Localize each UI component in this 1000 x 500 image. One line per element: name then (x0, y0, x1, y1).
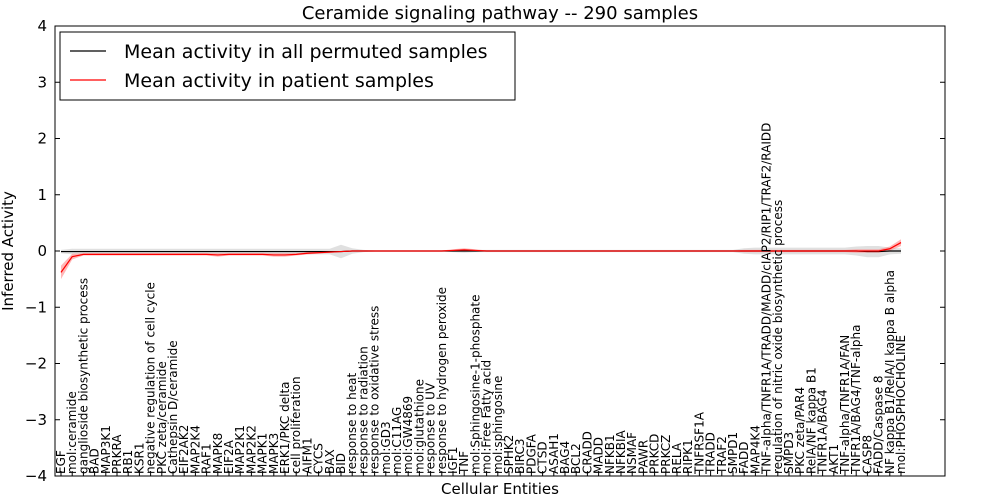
x-tick-label: BCL2 (569, 443, 583, 474)
y-tick-label: −3 (25, 411, 47, 429)
y-tick-label: −1 (25, 298, 47, 316)
x-tick-label: MAP4K4 (748, 425, 762, 474)
y-tick-label: 1 (37, 186, 47, 204)
x-tick-label: PRKCZ (659, 435, 673, 474)
plot-frame (54, 25, 946, 477)
x-tick-label: EGF (54, 450, 68, 474)
x-tick-label: mol:GD3 (379, 421, 393, 474)
x-tick-label: TNF-alpha/TNFR1A/FAN (838, 335, 852, 475)
x-axis-label: Cellular Entities (441, 480, 559, 498)
series-lines (60, 242, 902, 273)
y-tick-label: 2 (37, 130, 47, 148)
x-tick-label: TNFR1A/BAG4 (816, 389, 830, 475)
x-tick-label: NFKB1 (603, 434, 617, 474)
x-tick-label: TNF (457, 451, 471, 475)
x-tick-label: RelA/NF kappa B1 (804, 367, 818, 474)
x-tick-label: FADD/Caspase 8 (872, 375, 886, 474)
x-tick-label: RB1 (121, 450, 135, 474)
x-tick-label: MAPK1 (256, 433, 270, 474)
x-tick-label: NFKBIA (614, 429, 628, 474)
x-tick-label: MAP2K4 (188, 425, 202, 474)
legend-label-permuted: Mean activity in all permuted samples (124, 41, 487, 63)
x-tick-label: regulation of nitric oxide biosynthetic … (771, 200, 785, 474)
x-tick-label: MADD (592, 437, 606, 474)
x-tick-label: AKT1 (827, 444, 841, 474)
x-tick-label: TRADD (704, 432, 718, 475)
x-tick-label: EIF2A (222, 439, 236, 474)
x-tick-label: RAF1 (200, 443, 214, 474)
x-tick-label: NSMAF (625, 432, 639, 474)
x-tick-label: TNF-alpha/TNFR1A/TRADD/MADD/cIAP2/RIP1/T… (760, 123, 774, 475)
x-tick-label: response to radiation (356, 346, 370, 474)
x-tick-label: CRADD (580, 431, 594, 474)
x-tick-label: ASAH1 (547, 433, 561, 474)
x-tick-label: SPHK2 (502, 435, 516, 474)
x-tick-label: PKC zeta/ceramide (155, 361, 169, 474)
legend-label-patient: Mean activity in patient samples (124, 70, 434, 92)
x-tick-label: mol:glutathione (412, 379, 426, 474)
x-tick-label: IGF1 (446, 447, 460, 474)
x-tick-label: TRAF2 (715, 436, 729, 475)
legend-box (59, 31, 516, 101)
x-tick-label: response to oxidative stress (368, 306, 382, 474)
x-tick-label: mol:Free Fatty acid (480, 360, 494, 474)
x-tick-label: response to UV (424, 382, 438, 474)
x-tick-label: mol:C11AG (390, 407, 404, 474)
x-tick-label: response to heat (345, 372, 359, 474)
x-tick-label: mol:PHOSPHOCHOLINE (894, 335, 908, 474)
x-tick-label: ganglioside biosynthetic process (76, 278, 90, 474)
x-tick-label: MAP2K1 (233, 425, 247, 474)
x-tick-label: PDGFA (524, 433, 538, 474)
x-tick-label: TNFR1A/BAG4/TNF-alpha (849, 325, 863, 475)
x-tick-label: negative regulation of cell cycle (144, 282, 158, 474)
x-tick-label: PRKRA (110, 434, 124, 474)
x-tick-label: RELA (670, 442, 684, 474)
x-tick-label: CASP8 (860, 435, 874, 474)
x-tick-label: BIRC3 (513, 438, 527, 474)
x-tick-label: mol:ceramide (65, 391, 79, 474)
x-tick-label: BAX (323, 449, 337, 474)
x-tick-label: CYCS (312, 443, 326, 474)
x-tick-label: RIPK1 (681, 439, 695, 474)
chart-title: Ceramide signaling pathway -- 290 sample… (302, 3, 698, 24)
x-tick-label: MAPK8 (211, 433, 225, 474)
x-tick-label: TNFRSF1A (692, 411, 706, 475)
x-tick-label: AIFM1 (300, 437, 314, 474)
x-tick-label: response to hydrogen peroxide (435, 287, 449, 474)
x-tick-label: mol:Sphingosine-1-phosphate (468, 295, 482, 475)
y-tick-label: 4 (37, 17, 47, 35)
x-tick-label: BAD (88, 448, 102, 474)
x-tick-label: cell proliferation (289, 376, 303, 474)
x-tick-label: MAP2K2 (244, 425, 258, 474)
x-tick-label: mol:GW4869 (401, 396, 415, 474)
series-line-patient (60, 242, 902, 273)
y-tick-label: 3 (37, 73, 47, 91)
x-tick-label: NF kappa B1/RelA/I kappa B alpha (883, 270, 897, 474)
y-tick-label: 0 (37, 242, 47, 260)
x-tick-label: KSR1 (132, 443, 146, 474)
y-tick-label: −4 (25, 467, 47, 485)
x-tick-label: SMPD1 (726, 432, 740, 474)
y-axis-label: Inferred Activity (0, 191, 17, 311)
x-tick-label: PAWR (636, 440, 650, 474)
x-tick-label: SMPD3 (782, 432, 796, 474)
x-tick-label: EIF2AK2 (177, 425, 191, 474)
x-tick-label: CTSD (536, 441, 550, 474)
x-tick-label: PKC zeta/PAR4 (793, 387, 807, 474)
x-tick-label: Cathepsin D/ceramide (166, 340, 180, 474)
y-axis-ticks: −4 −3 −2 −1 0 1 2 3 4 (25, 17, 945, 485)
y-tick-label: −2 (25, 355, 47, 373)
x-tick-label: ERK1/PKC delta (278, 381, 292, 474)
x-tick-label: MAP3K1 (99, 425, 113, 474)
x-tick-label: BID (334, 453, 348, 474)
x-tick-label: PRKCD (648, 434, 662, 474)
x-tick-label: FADD (737, 442, 751, 475)
x-tick-label: MAPK3 (267, 433, 281, 474)
x-tick-label: BAG4 (558, 441, 572, 474)
x-tick-label: mol:sphingosine (491, 376, 505, 474)
legend: Mean activity in all permuted samples Me… (59, 31, 516, 101)
